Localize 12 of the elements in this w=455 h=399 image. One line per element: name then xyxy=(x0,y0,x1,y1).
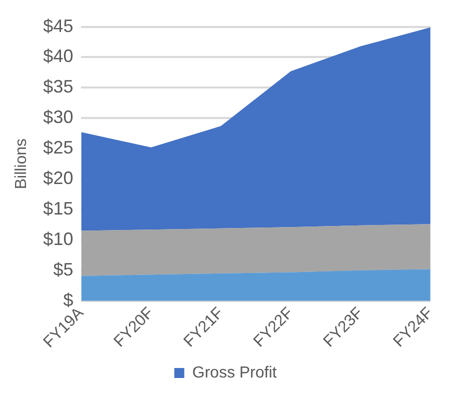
y-tick-label: $35 xyxy=(43,76,74,97)
y-tick-label: $5 xyxy=(53,259,74,280)
y-tick-label: $30 xyxy=(43,107,74,128)
y-tick-label: $15 xyxy=(43,198,74,218)
y-tick-label: $20 xyxy=(43,168,74,188)
y-axis-title: Billions xyxy=(13,138,30,190)
legend-label: Gross Profit xyxy=(192,364,278,382)
y-tick-label: $ xyxy=(63,290,74,310)
y-tick-label: $40 xyxy=(43,46,74,66)
y-tick-label: $45 xyxy=(43,16,74,36)
y-tick-label: $10 xyxy=(43,228,74,249)
y-tick-label: $25 xyxy=(43,138,74,158)
